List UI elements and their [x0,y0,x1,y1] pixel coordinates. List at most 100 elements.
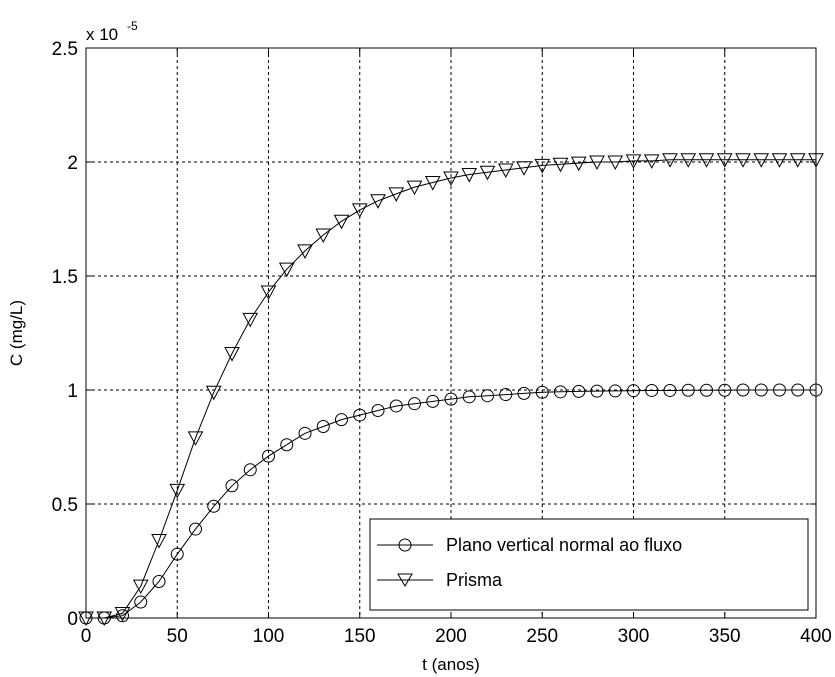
data-point-circle [718,383,732,397]
x-tick-label: 200 [435,626,467,647]
data-point-circle [481,389,494,403]
data-point-circle [791,383,805,397]
x-tick-label: 100 [253,626,285,647]
data-point-triangle [607,155,624,171]
x-tick-label: 0 [81,626,92,647]
data-point-circle [462,390,476,404]
data-point-circle [225,479,239,493]
data-point-circle [663,383,677,397]
data-point-triangle [278,262,295,278]
data-point-triangle [570,156,587,172]
data-point-circle [408,397,421,411]
data-point-circle [590,384,604,398]
data-point-triangle [589,155,605,171]
legend-marker-plano [398,538,412,552]
x-tick-label: 50 [167,626,188,647]
legend-label-prisma: Prisma [446,570,503,590]
y-multiplier-base: x 10 [86,25,118,44]
data-point-triangle [680,153,697,168]
data-point-triangle [260,285,277,301]
data-point-triangle [461,168,478,183]
y-axis-label: C (mg/L) [7,300,26,366]
data-point-triangle [735,153,751,168]
data-point-circle [627,384,640,398]
data-point-triangle [187,431,204,446]
legend-label-plano: Plano vertical normal ao fluxo [446,535,682,555]
data-point-circle [134,595,148,609]
x-tick-label: 300 [618,626,650,647]
data-point-triangle [534,158,551,174]
data-point-triangle [497,163,514,179]
data-point-triangle [242,312,259,328]
data-point-circle [207,499,221,513]
data-point-triangle [479,165,496,181]
data-point-circle [243,463,257,477]
data-point-circle [754,383,768,397]
data-point-triangle [315,228,332,244]
data-point-circle [316,419,330,433]
data-point-triangle [716,153,733,168]
data-point-triangle [333,214,350,230]
y-tick-label: 0 [67,609,78,630]
legend-marker-prisma [397,573,413,587]
data-point-circle [298,426,312,440]
data-point-triangle [388,187,405,202]
data-point-circle [280,438,294,452]
data-point-circle [335,413,348,427]
x-tick-label: 250 [526,626,558,647]
legend-box [369,518,809,611]
data-point-triangle [114,606,131,622]
data-point-triangle [516,161,532,176]
data-point-triangle [132,579,149,595]
x-axis-label: t (anos) [422,655,480,674]
y-tick-label: 0.5 [52,495,78,516]
series-layer [78,153,824,627]
data-point-triangle [643,154,660,169]
data-point-triangle [424,176,441,191]
data-point-circle [608,384,622,398]
data-point-triangle [662,153,678,168]
tick-layer: 0 50 100 150 200 250 300 350 400 0 0.5 1 1.5 2 2.5 [52,39,832,647]
data-point-circle [426,394,440,408]
data-point-circle [681,383,695,397]
legend: Plano vertical normal ao fluxo Prisma [369,518,809,611]
data-point-triangle [406,180,423,196]
data-point-triangle [224,347,240,362]
y-multiplier-exponent: -5 [127,19,138,33]
data-point-circle [353,408,367,422]
data-point-triangle [552,157,569,173]
data-point-circle [371,404,385,418]
data-point-circle [262,449,275,463]
series-prisma [78,153,824,627]
data-point-circle [189,522,202,536]
data-point-circle [170,547,184,561]
data-point-triangle [370,194,386,209]
data-point-circle [736,383,750,397]
data-point-circle [645,383,659,397]
data-point-triangle [771,153,788,168]
x-tick-label: 150 [344,626,376,647]
data-point-circle [152,575,166,589]
data-point-circle [700,383,713,397]
data-point-circle [389,399,403,413]
series-line [86,159,816,619]
data-point-triangle [297,244,313,259]
data-point-circle [535,385,549,399]
y-tick-label: 1 [67,381,78,402]
data-point-triangle [351,203,368,218]
data-point-triangle [169,483,186,499]
data-point-circle [444,392,458,406]
data-point-circle [517,386,531,400]
data-point-triangle [205,385,222,401]
data-point-triangle [443,171,459,187]
data-point-triangle [151,533,167,549]
data-point-triangle [753,153,770,168]
y-tick-label: 2 [67,153,78,174]
data-point-triangle [625,154,642,169]
data-point-circle [116,609,129,623]
x-tick-label: 350 [709,626,741,647]
y-tick-label: 2.5 [52,39,78,60]
data-point-triangle [789,153,806,168]
